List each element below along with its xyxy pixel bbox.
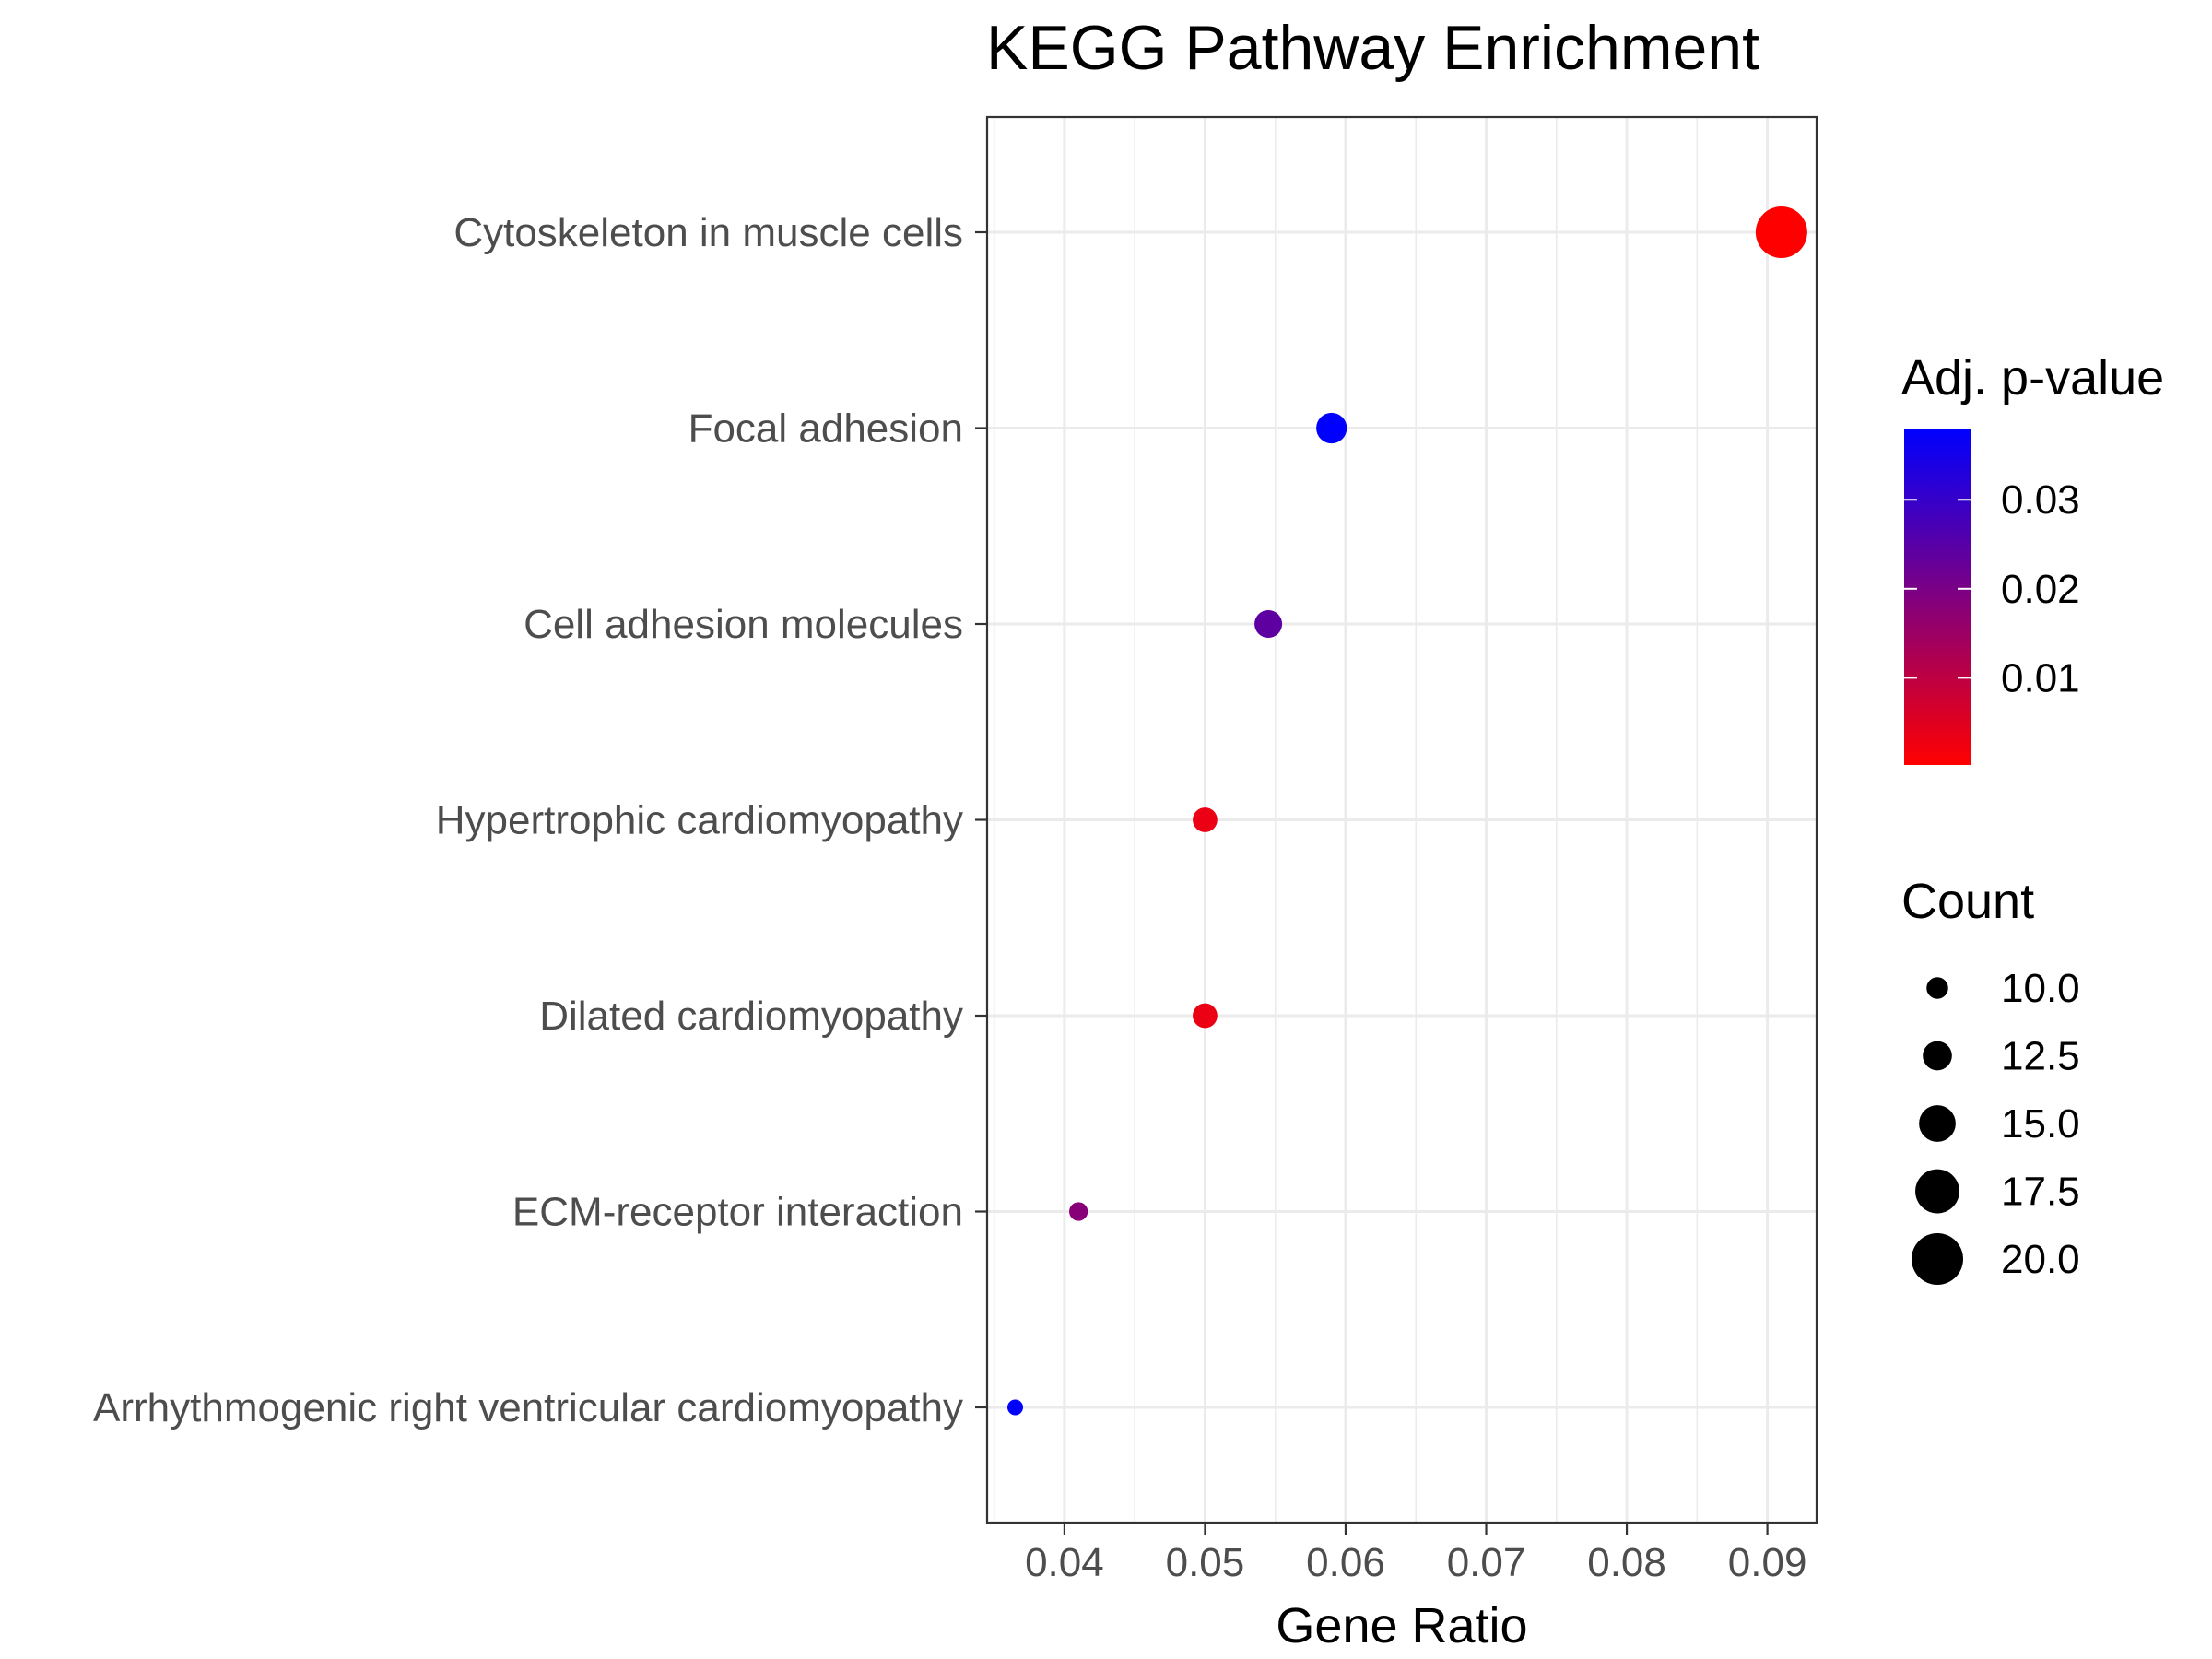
color-legend-label: 0.02 [2001, 567, 2080, 612]
color-legend: Adj. p-value 0.01 0.02 0.03 [1901, 350, 2164, 765]
color-legend-label: 0.01 [2001, 655, 2080, 700]
size-legend-key [1919, 1105, 1956, 1142]
size-legend-key [1923, 1041, 1952, 1071]
size-legend-label: 17.5 [2001, 1170, 2080, 1215]
size-legend-label: 12.5 [2001, 1034, 2080, 1079]
y-tick-label: Focal adhesion [688, 406, 963, 452]
size-legend-label: 20.0 [2001, 1237, 2080, 1282]
grid-lines [987, 117, 1817, 1523]
x-tick-label: 0.04 [1025, 1540, 1104, 1585]
data-points [1007, 206, 1807, 1416]
size-legend-title: Count [1901, 874, 2034, 929]
data-point [1193, 807, 1218, 832]
color-legend-label: 0.03 [2001, 477, 2080, 523]
data-point [1755, 206, 1807, 258]
data-point [1007, 1399, 1024, 1416]
x-tick-label: 0.09 [1728, 1540, 1807, 1585]
y-tick-label: ECM-receptor interaction [512, 1190, 963, 1235]
data-point [1316, 412, 1347, 444]
x-tick-label: 0.08 [1587, 1540, 1666, 1585]
data-point [1069, 1202, 1088, 1221]
size-legend-label: 15.0 [2001, 1101, 2080, 1147]
size-legend-label: 10.0 [2001, 966, 2080, 1011]
size-legend-key [1926, 977, 1948, 999]
x-tick-label: 0.05 [1166, 1540, 1245, 1585]
color-gradient-bar [1904, 429, 1971, 765]
x-axis: 0.04 0.05 0.06 0.07 0.08 0.09 [1025, 1523, 1806, 1585]
chart-title: KEGG Pathway Enrichment [986, 13, 1759, 83]
x-tick-label: 0.07 [1447, 1540, 1526, 1585]
plot-panel-border [985, 115, 1818, 1524]
data-point [1193, 1003, 1218, 1029]
y-tick-label: Hypertrophic cardiomyopathy [436, 798, 963, 843]
x-tick-label: 0.06 [1306, 1540, 1385, 1585]
size-legend-key [1915, 1169, 1959, 1214]
y-tick-label: Cell adhesion molecules [524, 602, 963, 647]
y-axis: Cytoskeleton in muscle cells Focal adhesi… [93, 210, 987, 1430]
y-tick-label: Dilated cardiomyopathy [539, 994, 963, 1039]
color-legend-title: Adj. p-value [1901, 350, 2164, 406]
y-tick-label: Cytoskeleton in muscle cells [453, 210, 963, 255]
size-legend: Count 10.0 12.5 15.0 17.5 20.0 [1901, 874, 2080, 1285]
size-legend-key [1912, 1233, 1963, 1285]
x-axis-title: Gene Ratio [1276, 1598, 1527, 1653]
data-point [1254, 610, 1283, 638]
y-tick-label: Arrhythmogenic right ventricular cardiom… [93, 1385, 963, 1430]
